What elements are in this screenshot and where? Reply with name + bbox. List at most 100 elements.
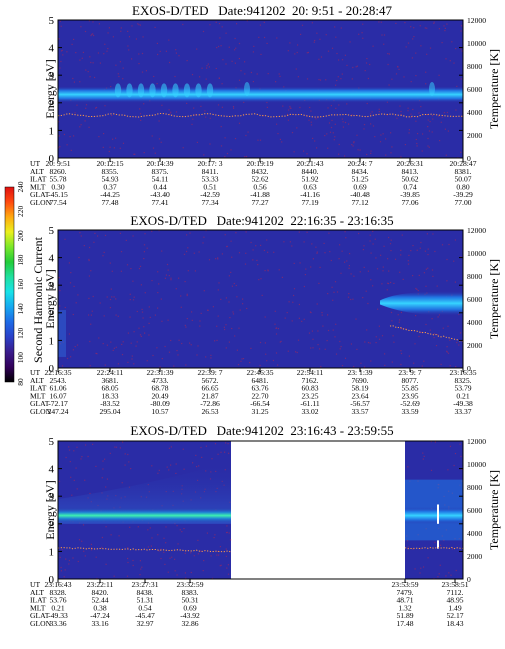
noise-speck	[320, 366, 322, 368]
noise-speck	[117, 363, 119, 365]
panel-1-y-axis: 0 1 2 3 4 5	[49, 15, 463, 165]
noise-speck	[265, 353, 267, 355]
noise-speck	[448, 572, 450, 574]
noise-speck	[83, 245, 85, 247]
noise-speck	[168, 447, 170, 449]
panel-3: EXOS-D/TED Date:941202 23:16:43 - 23:59:…	[30, 423, 501, 628]
noise-speck	[90, 34, 92, 37]
noise-speck	[291, 245, 293, 247]
noise-speck	[272, 359, 274, 362]
noise-speck	[202, 570, 204, 572]
table-cell: 4733.	[151, 376, 168, 385]
table-cell: -41.16	[300, 190, 320, 199]
noise-speck	[104, 364, 106, 366]
noise-speck	[183, 253, 186, 255]
noise-speck	[306, 231, 308, 233]
noise-speck	[266, 106, 268, 108]
colorbar-ticks: 80 100 120 140 160 180 200 220 240	[16, 181, 25, 386]
noise-speck	[184, 552, 186, 554]
noise-speck	[127, 30, 129, 32]
noise-speck	[327, 107, 329, 109]
noise-speck	[425, 83, 427, 85]
noise-speck	[400, 113, 402, 115]
noise-speck	[85, 69, 87, 71]
noise-speck	[316, 32, 318, 34]
noise-speck	[346, 260, 348, 262]
colorbar-tick-label: 160	[16, 279, 25, 290]
noise-speck	[239, 309, 241, 311]
noise-speck	[301, 24, 304, 26]
noise-speck	[303, 150, 305, 152]
noise-speck	[206, 67, 208, 69]
noise-speck	[147, 529, 149, 531]
table-row-label: GLON	[30, 619, 52, 628]
noise-speck	[228, 46, 230, 48]
noise-speck	[257, 139, 259, 141]
noise-speck	[398, 321, 400, 323]
noise-speck	[387, 53, 389, 55]
table-row-label: ALT	[30, 167, 44, 176]
table-cell: -66.54	[250, 399, 270, 408]
noise-speck	[81, 456, 83, 458]
noise-speck	[300, 33, 302, 35]
noise-speck	[199, 325, 201, 327]
noise-speck	[114, 446, 116, 448]
noise-speck	[139, 265, 142, 267]
noise-speck	[221, 26, 223, 28]
noise-speck	[316, 251, 318, 253]
noise-speck	[220, 45, 222, 47]
noise-speck	[433, 21, 435, 23]
table-cell: 20:19:19	[246, 159, 273, 168]
noise-speck	[169, 61, 171, 64]
noise-speck	[258, 279, 260, 281]
noise-speck	[164, 563, 166, 565]
noise-speck	[151, 280, 153, 282]
band-edge	[58, 310, 66, 357]
panel-2-band	[58, 290, 463, 357]
band-burst	[429, 82, 435, 96]
noise-speck	[408, 254, 410, 256]
table-cell: 5672.	[201, 376, 218, 385]
noise-speck	[170, 277, 172, 279]
noise-speck	[156, 42, 158, 44]
noise-speck	[139, 574, 141, 576]
noise-speck	[437, 334, 439, 336]
noise-speck	[194, 270, 196, 272]
noise-speck	[105, 486, 107, 488]
noise-speck	[163, 537, 165, 539]
noise-speck	[381, 34, 383, 36]
noise-speck	[102, 343, 104, 345]
noise-speck	[89, 492, 91, 495]
table-cell: 31.25	[251, 407, 268, 416]
noise-speck	[133, 363, 135, 365]
noise-speck	[433, 333, 435, 335]
noise-speck	[446, 346, 448, 348]
noise-speck	[382, 133, 384, 135]
noise-speck	[433, 22, 435, 24]
table-cell: 33.02	[301, 407, 318, 416]
y-tick-label: 5	[49, 225, 55, 237]
y2-tick-label: 8000	[467, 272, 482, 281]
noise-speck	[191, 74, 194, 76]
noise-speck	[222, 59, 224, 61]
noise-speck	[266, 360, 268, 362]
noise-speck	[175, 49, 177, 51]
noise-speck	[84, 555, 86, 557]
noise-speck	[130, 468, 132, 470]
y-tick-label: 2	[49, 308, 55, 320]
noise-speck	[177, 543, 179, 545]
noise-speck	[81, 540, 83, 542]
noise-speck	[461, 468, 463, 470]
colorbar-tick-label: 100	[16, 352, 25, 363]
noise-speck	[149, 527, 151, 529]
noise-speck	[330, 126, 333, 129]
noise-speck	[124, 464, 126, 466]
noise-speck	[303, 318, 305, 320]
table-cell: 23:16:43	[44, 580, 71, 589]
noise-speck	[415, 138, 417, 141]
noise-speck	[154, 152, 156, 154]
noise-speck	[143, 244, 146, 246]
table-cell: 23:27:31	[131, 580, 158, 589]
noise-speck	[372, 230, 374, 232]
